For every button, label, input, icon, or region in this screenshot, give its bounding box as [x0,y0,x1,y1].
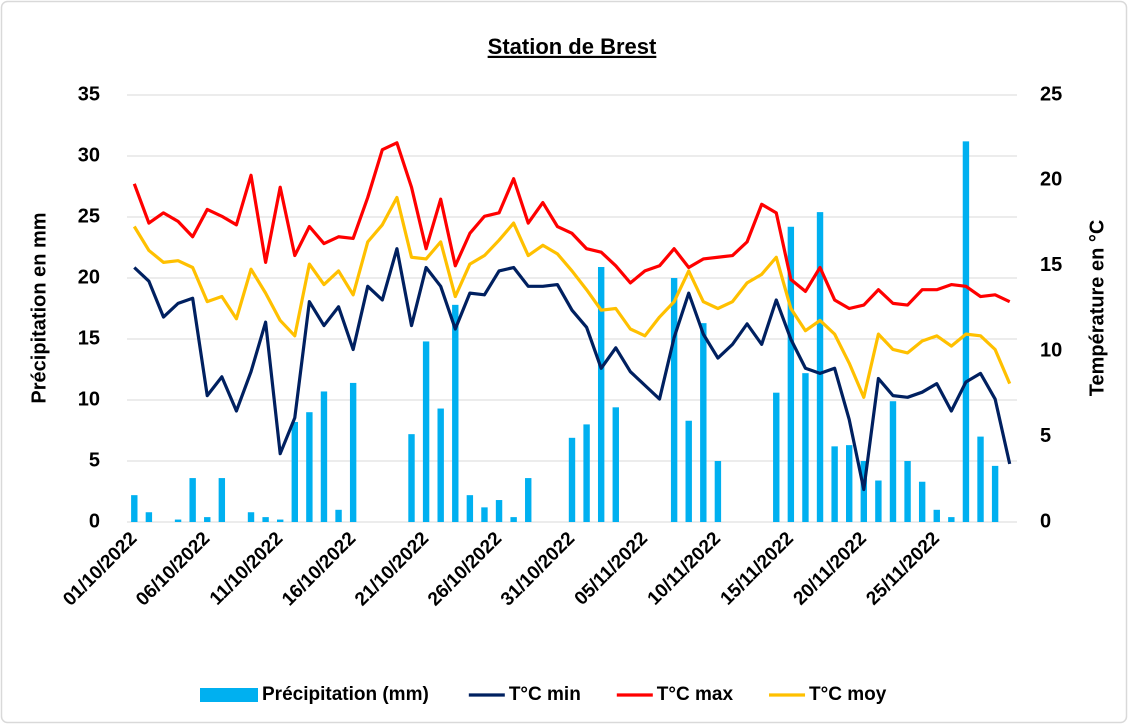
bar [495,500,503,522]
bar [802,373,809,522]
bar [189,478,196,522]
bar [276,519,284,522]
bar [787,226,795,522]
y-tick-label: 30 [78,144,100,166]
bar [991,465,999,522]
line [132,195,1012,399]
y-tick-label: 5 [89,449,100,471]
bar [597,267,605,522]
bar [218,478,226,522]
legend-label: T°C max [657,684,734,705]
bar [452,304,459,522]
bar [714,461,722,522]
bar [306,412,313,522]
bar [437,408,444,522]
bar [846,445,853,522]
y2-tick-label: 25 [1040,83,1062,105]
bar [131,495,138,522]
y2-tick-label: 5 [1040,425,1051,447]
y-tick-label: 35 [78,83,100,105]
bar [335,509,342,522]
bar [262,517,269,522]
bar [320,391,328,522]
y-tick-label: 20 [78,266,100,288]
y2-tick-label: 15 [1040,254,1062,276]
legend-label: Précipitation (mm) [262,684,429,705]
bar [773,392,780,522]
y-tick-label: 0 [89,510,100,532]
bar [612,407,619,522]
bar [568,437,576,522]
bar [977,436,984,522]
bar [408,434,415,522]
bar [583,424,590,522]
bar [904,461,911,522]
bar [889,401,897,522]
bar [831,446,838,522]
chart-title: Station de Brest [488,34,657,59]
bar [466,495,474,522]
legend-label: T°C moy [809,684,887,705]
y2-tick-label: 10 [1040,339,1062,361]
y-axis-title: Précipitation en mm [28,212,50,403]
bar [481,507,488,522]
bar [816,212,824,522]
bar [422,341,430,522]
line [133,247,1012,492]
y-tick-label: 25 [78,205,100,227]
legend-swatch [200,688,258,702]
y2-tick-label: 0 [1040,510,1051,532]
bar [918,481,926,522]
bar [933,509,940,522]
bar [510,517,517,522]
bar [948,517,955,522]
bar [247,512,255,522]
y2-axis-title: Température en °C [1086,220,1108,397]
bar [525,478,532,522]
bar [670,278,678,522]
bar [145,512,153,522]
bar [700,323,707,522]
bar [291,421,298,522]
bar [174,519,182,522]
y2-tick-label: 20 [1040,169,1062,191]
y-tick-label: 15 [78,327,100,349]
bar [204,517,211,522]
line [132,141,1011,311]
bar [685,420,692,522]
bar [860,461,868,522]
y-tick-label: 10 [78,388,100,410]
bar [875,480,882,522]
legend-label: T°C min [509,684,581,705]
bar [962,141,970,523]
bar [349,382,357,522]
